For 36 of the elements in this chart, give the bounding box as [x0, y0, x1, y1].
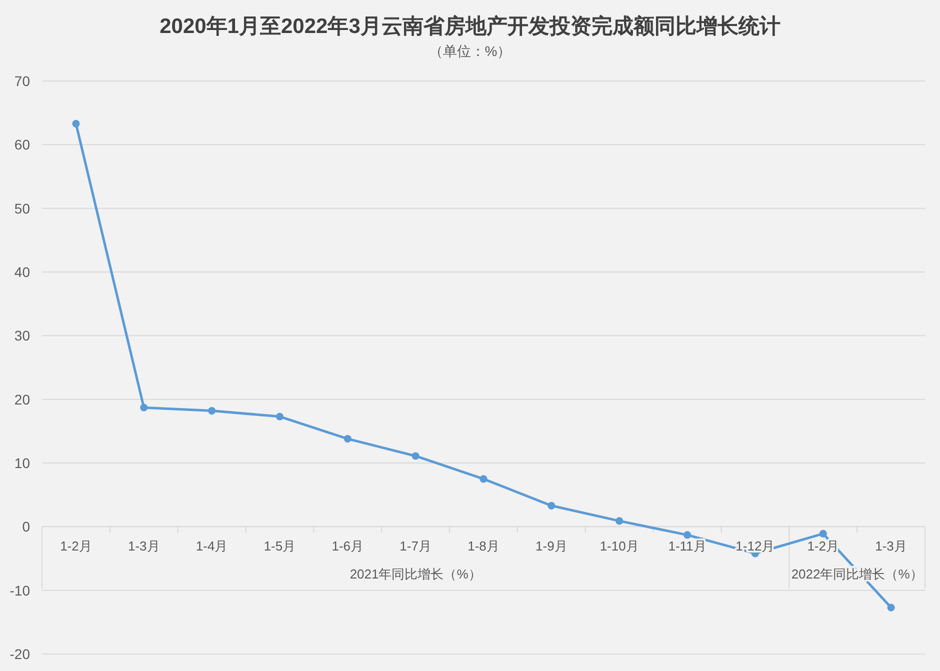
x-tick-label: 1-2月 [60, 538, 92, 554]
x-tick-label: 1-5月 [264, 538, 296, 554]
annotation: 2021年同比增长（%） [350, 566, 482, 582]
point [412, 452, 420, 460]
x-tick-label: 1-3月 [128, 538, 160, 554]
y-tick-label: 60 [14, 136, 30, 153]
y-tick-label: 50 [14, 200, 30, 216]
point [208, 406, 216, 415]
x-tick-label: 1-10月 [600, 538, 639, 554]
point [887, 604, 895, 612]
point [480, 475, 488, 483]
x-tick-label: 1-3月 [875, 538, 907, 554]
point [616, 517, 624, 525]
y-tick-label: 40 [14, 264, 30, 280]
y-tick-label: -20 [10, 646, 30, 662]
x-tick-label: 1-9月 [536, 538, 568, 554]
point [683, 531, 692, 539]
x-tick-label: 1-8月 [468, 538, 500, 554]
point [548, 502, 556, 510]
x-tick-label: 1-4月 [196, 538, 228, 554]
point [819, 530, 827, 538]
point [276, 412, 284, 420]
point [140, 404, 148, 412]
y-tick-label: 20 [14, 391, 30, 408]
y-tick-label: 30 [14, 328, 30, 344]
x-tick-label: 1-7月 [400, 538, 432, 554]
point [344, 435, 352, 443]
x-tick-label: 1-6月 [332, 538, 364, 554]
y-tick-label: 70 [14, 73, 30, 89]
x-tick-label: 1-11月 [668, 538, 706, 554]
y-tick-label: 10 [14, 455, 30, 471]
subtitle: （单位：%） [428, 43, 512, 59]
y-tick-label: -10 [10, 582, 30, 598]
y-tick-label: 0 [22, 518, 30, 535]
point [72, 120, 80, 128]
title: 2020年1月至2022年3月云南省房地产开发投资完成额同比增长统计 [160, 15, 780, 38]
